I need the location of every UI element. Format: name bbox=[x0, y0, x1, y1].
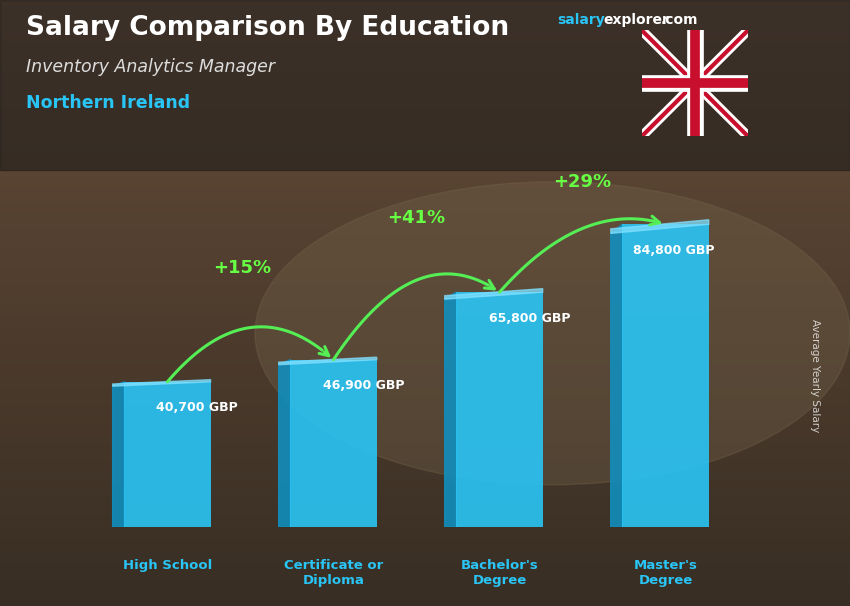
Text: 84,800 GBP: 84,800 GBP bbox=[633, 244, 715, 257]
Text: 46,900 GBP: 46,900 GBP bbox=[323, 379, 404, 392]
Text: 65,800 GBP: 65,800 GBP bbox=[489, 312, 570, 325]
Bar bbox=[124, 382, 211, 527]
Text: Average Yearly Salary: Average Yearly Salary bbox=[810, 319, 820, 432]
Text: High School: High School bbox=[122, 559, 212, 573]
Polygon shape bbox=[611, 224, 622, 527]
Text: salary: salary bbox=[557, 13, 604, 27]
Text: Certificate or
Diploma: Certificate or Diploma bbox=[284, 559, 383, 587]
Text: Master's
Degree: Master's Degree bbox=[633, 559, 698, 587]
Polygon shape bbox=[113, 382, 124, 527]
Text: Inventory Analytics Manager: Inventory Analytics Manager bbox=[26, 58, 275, 76]
Text: Northern Ireland: Northern Ireland bbox=[26, 94, 190, 112]
Polygon shape bbox=[113, 379, 211, 386]
Text: explorer: explorer bbox=[604, 13, 670, 27]
Polygon shape bbox=[445, 292, 456, 527]
Text: Salary Comparison By Education: Salary Comparison By Education bbox=[26, 15, 508, 41]
Text: .com: .com bbox=[660, 13, 698, 27]
Polygon shape bbox=[279, 357, 377, 365]
Text: +29%: +29% bbox=[553, 173, 612, 191]
Bar bbox=[291, 360, 377, 527]
Bar bbox=[456, 292, 542, 527]
Bar bbox=[0, 0, 850, 170]
Bar bbox=[622, 224, 709, 527]
Text: +41%: +41% bbox=[388, 209, 445, 227]
Text: Bachelor's
Degree: Bachelor's Degree bbox=[461, 559, 538, 587]
Polygon shape bbox=[279, 360, 291, 527]
Text: 40,700 GBP: 40,700 GBP bbox=[156, 402, 238, 415]
Text: +15%: +15% bbox=[213, 259, 271, 277]
Ellipse shape bbox=[255, 182, 850, 485]
Polygon shape bbox=[445, 288, 542, 299]
Polygon shape bbox=[611, 220, 709, 233]
